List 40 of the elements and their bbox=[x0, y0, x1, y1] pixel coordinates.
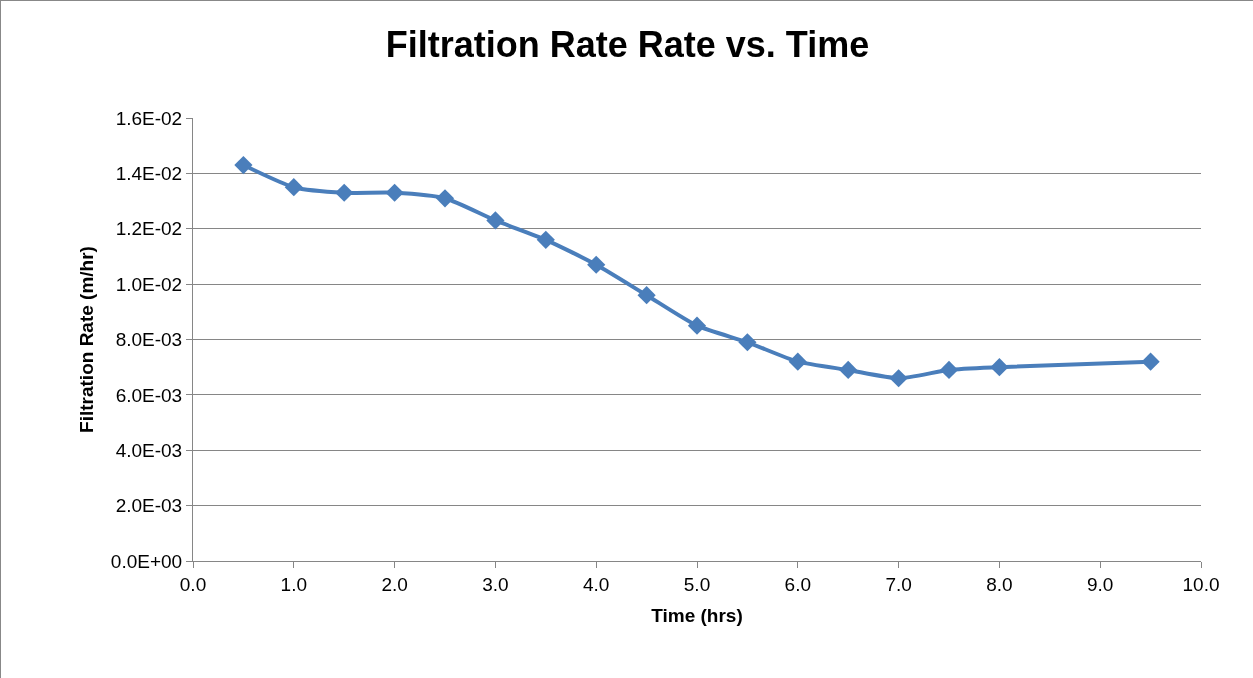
point bbox=[1141, 352, 1160, 371]
x-tick-label: 5.0 bbox=[683, 573, 711, 595]
point bbox=[486, 211, 505, 230]
y-tick-label: 6.0E-03 bbox=[115, 384, 183, 406]
y-axis-title: Filtration Rate (m/hr) bbox=[75, 246, 97, 433]
point bbox=[435, 189, 455, 208]
x-tick-label: 7.0 bbox=[885, 573, 912, 595]
point bbox=[234, 155, 253, 175]
y-tick-label: 8.0E-03 bbox=[115, 329, 183, 351]
x-tick-label: 3.0 bbox=[482, 573, 509, 595]
x-tick-label: 6.0 bbox=[784, 573, 812, 595]
point bbox=[839, 360, 858, 380]
y-tick-label: 0.0E+00 bbox=[110, 550, 183, 572]
point bbox=[587, 255, 606, 274]
chart-title: Filtration Rate Rate vs. Time bbox=[385, 23, 870, 65]
y-tick-label: 2.0E-03 bbox=[115, 495, 183, 517]
point bbox=[536, 230, 555, 249]
x-tick-label: 8.0 bbox=[986, 573, 1013, 595]
point bbox=[738, 333, 757, 352]
y-tick-label: 1.6E-02 bbox=[115, 107, 183, 129]
y-tick-label: 1.0E-02 bbox=[115, 273, 183, 295]
x-tick-label: 1.0 bbox=[280, 573, 308, 595]
x-tick-label: 0.0 bbox=[179, 573, 207, 595]
point bbox=[687, 316, 707, 335]
point bbox=[335, 183, 354, 202]
point bbox=[939, 360, 959, 380]
y-tick-label: 1.2E-02 bbox=[115, 218, 183, 240]
x-tick-label: 2.0 bbox=[381, 573, 408, 595]
point bbox=[788, 352, 807, 371]
point bbox=[284, 178, 303, 197]
point bbox=[637, 286, 656, 305]
x-tick-label: 10.0 bbox=[1182, 573, 1220, 595]
point bbox=[889, 369, 908, 388]
point bbox=[385, 183, 404, 202]
y-tick-label: 1.4E-02 bbox=[115, 163, 183, 185]
y-tick-label: 4.0E-03 bbox=[115, 439, 183, 461]
x-tick-label: 9.0 bbox=[1086, 573, 1114, 595]
point bbox=[990, 358, 1009, 377]
x-axis-title: Time (hrs) bbox=[651, 604, 743, 626]
x-tick-label: 4.0 bbox=[582, 573, 610, 595]
